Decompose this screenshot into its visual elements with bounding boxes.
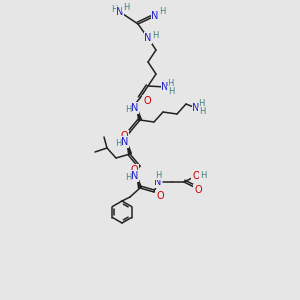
- Text: O: O: [143, 96, 151, 106]
- Text: H: H: [111, 4, 117, 14]
- Text: N: N: [131, 171, 139, 181]
- Text: H: H: [115, 139, 121, 148]
- Text: N: N: [151, 11, 159, 21]
- Text: H: H: [155, 170, 161, 179]
- Text: N: N: [131, 103, 139, 113]
- Text: H: H: [123, 2, 129, 11]
- Text: N: N: [192, 103, 200, 113]
- Text: O: O: [156, 191, 164, 201]
- Text: N: N: [154, 177, 162, 187]
- Text: H: H: [159, 8, 165, 16]
- Text: H: H: [167, 79, 173, 88]
- Text: N: N: [161, 82, 169, 92]
- Text: H: H: [125, 104, 131, 113]
- Text: O: O: [130, 165, 138, 175]
- Text: H: H: [168, 86, 174, 95]
- Text: H: H: [125, 172, 131, 182]
- Text: H: H: [199, 107, 205, 116]
- Text: N: N: [116, 7, 124, 17]
- Text: N: N: [144, 33, 152, 43]
- Text: H: H: [198, 100, 204, 109]
- Polygon shape: [137, 108, 142, 120]
- Text: O: O: [194, 185, 202, 195]
- Polygon shape: [137, 176, 142, 188]
- Text: H: H: [200, 170, 206, 179]
- Text: O: O: [120, 131, 128, 141]
- Polygon shape: [127, 142, 131, 155]
- Text: O: O: [192, 171, 200, 181]
- Text: N: N: [121, 137, 129, 147]
- Text: H: H: [152, 32, 158, 40]
